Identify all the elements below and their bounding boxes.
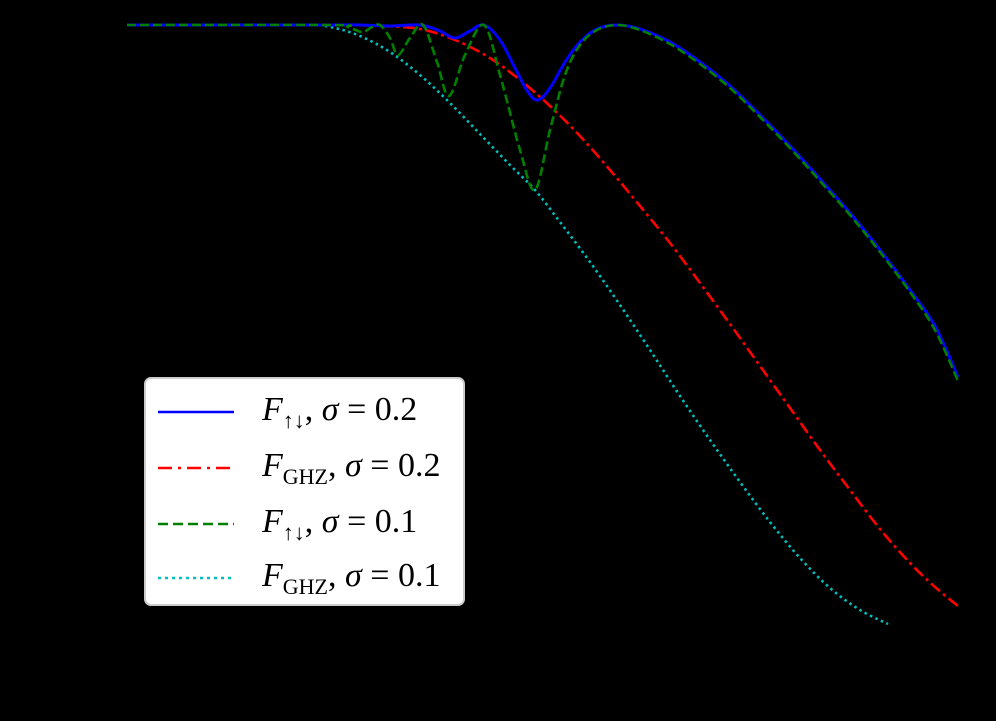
legend-label: FGHZ, σ = 0.1 — [262, 557, 441, 599]
legend-swatch-dashdot — [158, 466, 234, 470]
chart-legend: F↑↓, σ = 0.2 FGHZ, σ = 0.2 F↑↓, σ = 0.1 … — [144, 377, 465, 606]
series-fupdown-sigma-0.1 — [126, 22, 960, 382]
legend-item-fupdown-0.2: F↑↓, σ = 0.2 — [146, 387, 463, 437]
series-fghz-sigma-0.2 — [126, 23, 959, 607]
legend-item-fupdown-0.1: F↑↓, σ = 0.1 — [146, 499, 463, 549]
legend-label: FGHZ, σ = 0.2 — [262, 447, 441, 489]
legend-swatch-solid — [158, 410, 234, 414]
legend-label: F↑↓, σ = 0.2 — [262, 391, 418, 433]
series-fghz-sigma-0.1 — [126, 23, 889, 626]
legend-item-fghz-0.2: FGHZ, σ = 0.2 — [146, 443, 463, 493]
legend-item-fghz-0.1: FGHZ, σ = 0.1 — [146, 553, 463, 603]
legend-label: F↑↓, σ = 0.1 — [262, 503, 418, 545]
series-fupdown-sigma-0.2 — [127, 23, 960, 378]
legend-swatch-dashed — [158, 522, 234, 526]
legend-swatch-dotted — [158, 576, 234, 580]
